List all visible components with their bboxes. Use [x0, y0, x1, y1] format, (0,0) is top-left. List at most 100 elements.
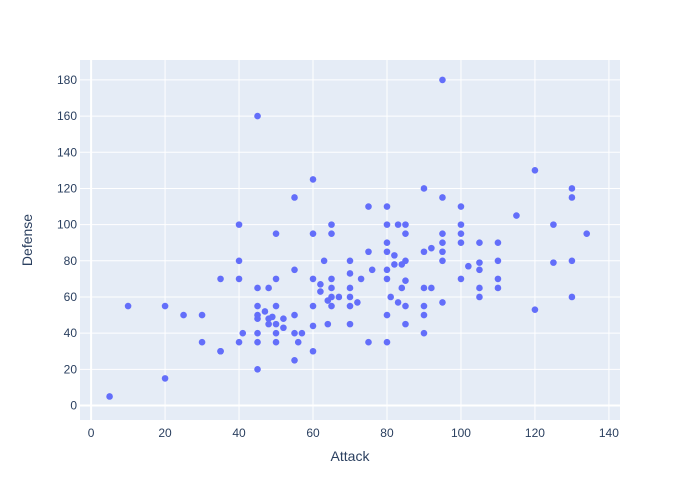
data-point [269, 313, 276, 321]
data-point [476, 259, 483, 266]
data-point [439, 248, 446, 256]
data-point [457, 275, 465, 283]
data-point [254, 366, 261, 373]
data-point [457, 203, 465, 210]
data-point [161, 375, 169, 382]
data-point [494, 239, 502, 247]
data-point [391, 261, 398, 268]
data-point [291, 357, 298, 364]
y-tick-label: 100 [57, 218, 77, 232]
data-point [309, 347, 317, 355]
y-tick-label: 120 [57, 181, 77, 195]
data-point [254, 112, 261, 120]
data-point [272, 275, 280, 283]
data-point [494, 275, 502, 283]
y-tick-label: 40 [64, 326, 78, 340]
data-point [420, 185, 428, 192]
data-point [420, 248, 428, 256]
data-point [180, 311, 187, 319]
data-point [398, 284, 406, 292]
y-tick-label: 0 [70, 399, 77, 413]
y-tick-label: 80 [64, 254, 78, 268]
x-axis-title: Attack [331, 448, 371, 464]
data-point [439, 230, 446, 237]
data-point [320, 257, 328, 265]
data-point [272, 338, 280, 346]
y-tick-label: 180 [57, 73, 77, 87]
data-point [391, 252, 398, 259]
y-tick-label: 140 [57, 145, 77, 159]
data-point [328, 302, 335, 310]
data-point [317, 281, 324, 288]
data-point [568, 185, 576, 192]
data-point [402, 257, 409, 265]
data-point [394, 299, 402, 306]
data-point [265, 284, 272, 292]
data-point [383, 203, 391, 210]
data-point [106, 393, 113, 400]
y-tick-label: 60 [64, 290, 78, 304]
y-tick-label: 160 [57, 109, 77, 123]
data-point [254, 315, 261, 322]
data-point [439, 239, 446, 247]
x-tick-label: 100 [451, 426, 471, 440]
x-tick-label: 120 [525, 426, 545, 440]
data-point [328, 221, 335, 228]
data-point [235, 257, 243, 265]
data-point [383, 311, 391, 319]
data-point [357, 275, 365, 283]
y-tick-labels: 0 20 40 60 80 100 120 140 160 180 [57, 73, 77, 413]
data-point [550, 221, 557, 228]
x-tick-labels: 0 20 40 60 80 100 120 140 [88, 426, 619, 440]
data-point [346, 270, 354, 277]
data-point [272, 302, 280, 310]
data-point [383, 239, 391, 247]
y-tick-label: 20 [64, 362, 78, 376]
data-point [346, 320, 354, 328]
data-point [346, 257, 354, 265]
data-point [439, 257, 446, 265]
data-point [383, 266, 391, 274]
x-tick-label: 20 [158, 426, 172, 440]
data-point [457, 239, 465, 247]
data-point [346, 284, 354, 292]
data-point [217, 347, 224, 355]
data-point [402, 221, 409, 228]
data-point [428, 244, 435, 252]
data-point [465, 262, 472, 270]
data-point [217, 275, 224, 283]
data-point [328, 293, 335, 301]
data-point [439, 76, 446, 84]
data-point [328, 284, 335, 292]
data-point [439, 299, 446, 306]
x-tick-label: 60 [306, 426, 320, 440]
data-point [494, 284, 502, 292]
data-point [365, 248, 372, 256]
data-point [531, 306, 539, 313]
data-point [280, 324, 287, 332]
data-point [261, 308, 269, 315]
data-point [309, 275, 317, 283]
data-point [291, 329, 298, 337]
data-point [476, 239, 483, 247]
data-point [383, 338, 391, 346]
data-point [494, 257, 502, 265]
data-point [420, 329, 428, 337]
data-point [309, 322, 317, 330]
points-layer [106, 76, 591, 400]
data-point [513, 212, 520, 219]
data-point [476, 266, 483, 274]
data-point [402, 302, 409, 310]
data-point [476, 284, 483, 292]
x-tick-label: 40 [232, 426, 246, 440]
data-point [272, 230, 280, 237]
data-point [383, 221, 391, 228]
data-point [387, 293, 394, 301]
data-point [254, 302, 261, 310]
data-point [568, 257, 576, 265]
data-point [394, 221, 402, 228]
data-point [291, 311, 298, 319]
data-point [309, 176, 317, 183]
data-point [198, 311, 206, 319]
